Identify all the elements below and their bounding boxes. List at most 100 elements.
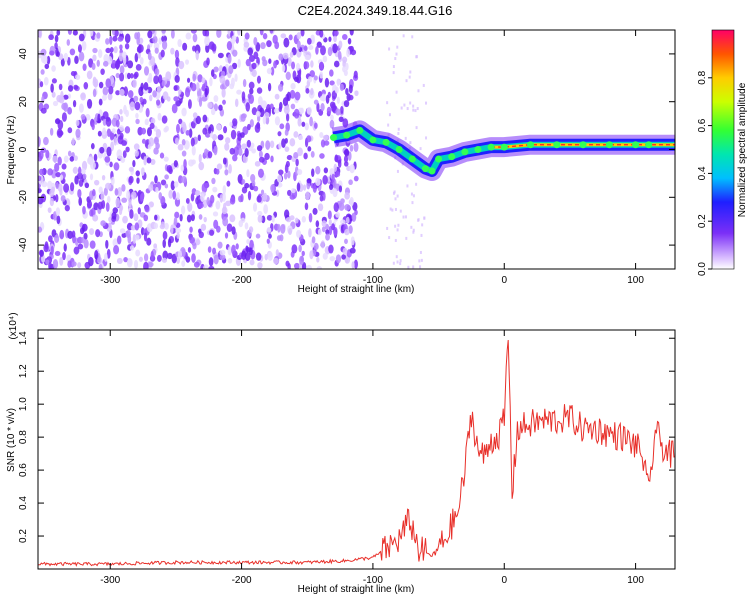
noise-speckle — [187, 246, 192, 253]
noise-speckle — [391, 208, 394, 212]
noise-speckle — [200, 223, 207, 231]
noise-speckle — [296, 229, 302, 238]
noise-speckle — [336, 96, 340, 104]
noise-speckle — [345, 216, 350, 224]
noise-speckle — [256, 87, 263, 94]
noise-speckle — [235, 243, 239, 250]
noise-speckle — [143, 214, 149, 222]
noise-speckle — [305, 87, 310, 94]
noise-speckle — [219, 75, 226, 84]
noise-speckle — [91, 122, 95, 131]
noise-speckle — [300, 30, 305, 37]
noise-speckle — [196, 82, 200, 92]
noise-speckle — [226, 223, 233, 232]
noise-speckle — [284, 129, 289, 136]
noise-speckle — [161, 30, 166, 34]
noise-speckle — [164, 174, 169, 180]
noise-speckle — [133, 73, 138, 80]
noise-speckle — [412, 265, 415, 269]
spectrogram-xtick-label: -100 — [363, 275, 383, 286]
noise-speckle — [333, 35, 337, 43]
noise-speckle — [266, 40, 272, 48]
noise-speckle — [40, 69, 45, 75]
noise-speckle — [296, 40, 301, 50]
noise-speckle — [126, 190, 131, 201]
noise-speckle — [425, 101, 428, 105]
noise-speckle — [257, 214, 263, 223]
noise-speckle — [59, 229, 65, 240]
noise-speckle — [132, 234, 136, 245]
noise-speckle — [156, 85, 162, 94]
noise-speckle — [348, 84, 353, 94]
noise-speckle — [209, 229, 215, 236]
noise-speckle — [349, 196, 354, 207]
noise-speckle — [322, 175, 328, 185]
noise-speckle — [187, 202, 193, 212]
noise-speckle — [320, 139, 326, 148]
noise-speckle — [283, 172, 288, 180]
noise-speckle — [109, 35, 113, 45]
noise-speckle — [94, 179, 100, 186]
noise-speckle — [198, 214, 203, 220]
noise-speckle — [350, 236, 355, 246]
noise-speckle — [181, 176, 187, 184]
noise-speckle — [40, 48, 47, 56]
noise-speckle — [411, 201, 414, 205]
noise-speckle — [78, 51, 85, 62]
noise-speckle — [388, 236, 391, 240]
noise-speckle — [248, 226, 254, 234]
noise-speckle — [190, 83, 197, 92]
noise-speckle — [283, 105, 290, 115]
noise-speckle — [296, 32, 302, 40]
noise-speckle — [113, 244, 120, 255]
noise-speckle — [217, 134, 224, 141]
noise-speckle — [331, 173, 335, 183]
noise-speckle — [42, 54, 48, 65]
noise-speckle — [212, 247, 217, 255]
ridge-blob — [605, 141, 613, 149]
noise-speckle — [341, 254, 346, 260]
noise-speckle — [125, 146, 130, 153]
noise-speckle — [111, 128, 116, 134]
noise-speckle — [102, 127, 106, 136]
noise-speckle — [268, 58, 272, 64]
noise-speckle — [266, 227, 272, 233]
noise-speckle — [122, 55, 127, 65]
noise-speckle — [421, 223, 424, 227]
snr-series-line — [38, 339, 675, 567]
noise-speckle — [246, 169, 250, 178]
noise-speckle — [143, 66, 150, 76]
noise-speckle — [133, 213, 139, 222]
noise-speckle — [55, 194, 59, 203]
noise-speckle — [187, 99, 192, 110]
noise-speckle — [103, 187, 108, 196]
noise-speckle — [339, 83, 345, 92]
noise-speckle — [181, 260, 186, 268]
noise-speckle — [386, 226, 389, 230]
snr-ytick-label: 0.4 — [18, 496, 29, 510]
noise-speckle — [241, 178, 246, 185]
noise-speckle — [246, 139, 251, 148]
noise-speckle — [388, 47, 391, 51]
noise-speckle — [135, 64, 142, 71]
noise-speckle — [125, 229, 131, 238]
noise-speckle — [203, 264, 209, 269]
noise-speckle — [347, 37, 352, 45]
noise-speckle — [285, 160, 290, 168]
noise-speckle — [102, 118, 107, 126]
noise-speckle — [111, 211, 117, 220]
noise-speckle — [216, 30, 222, 38]
noise-speckle — [323, 167, 329, 174]
noise-speckle — [116, 235, 122, 245]
noise-speckle — [319, 61, 324, 70]
noise-speckle — [227, 257, 233, 264]
noise-speckle — [106, 248, 111, 259]
noise-speckle — [92, 47, 98, 54]
noise-speckle — [251, 69, 257, 77]
noise-speckle — [158, 37, 162, 45]
noise-speckle — [216, 163, 223, 170]
noise-speckle — [333, 30, 339, 36]
noise-speckle — [412, 228, 415, 232]
noise-speckle — [257, 168, 264, 179]
noise-speckle — [212, 186, 218, 193]
